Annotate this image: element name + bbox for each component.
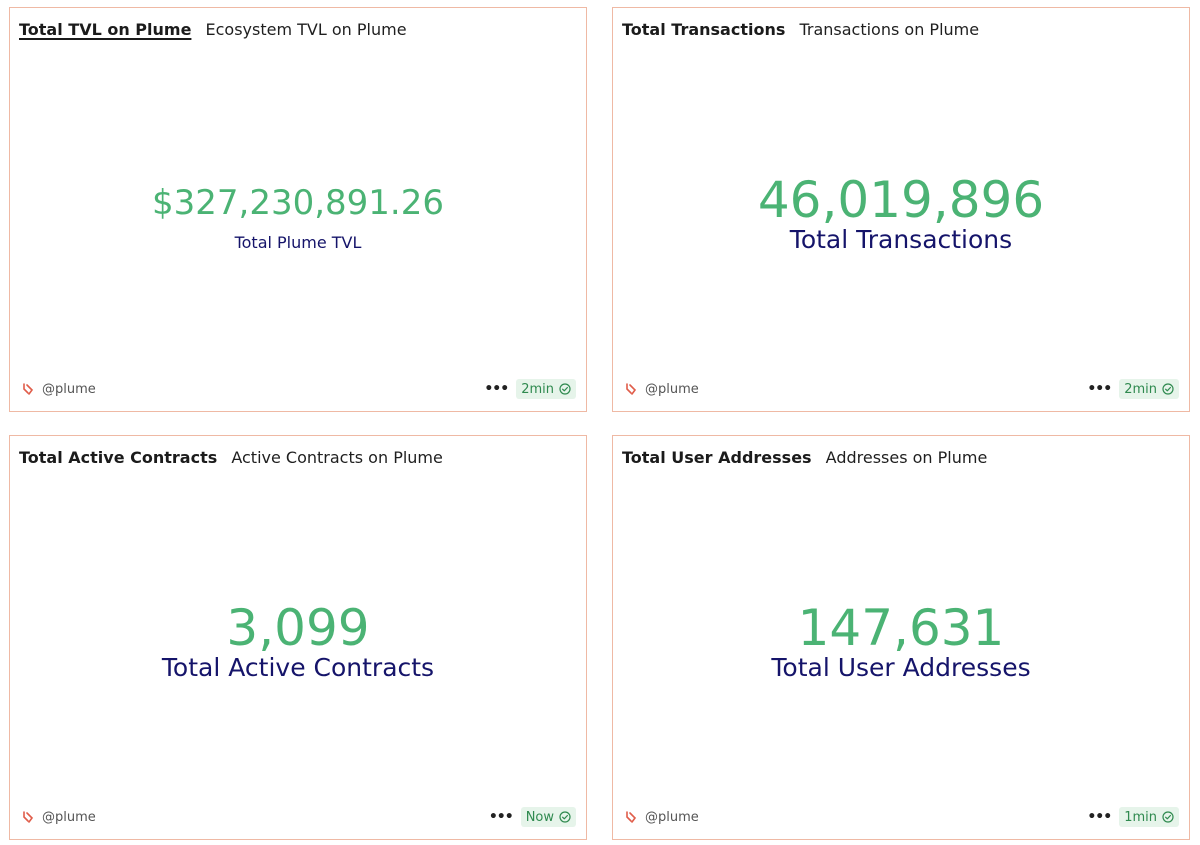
counter-label: Total Plume TVL: [234, 233, 362, 252]
footer-actions: ••• Now: [489, 806, 576, 828]
more-options-icon[interactable]: •••: [1087, 809, 1112, 825]
card-footer: @plume ••• 2min: [22, 378, 576, 400]
card-subtitle: Transactions on Plume: [799, 20, 980, 39]
more-options-icon[interactable]: •••: [1087, 381, 1112, 397]
counter-card-total-user-addresses: Total User Addresses Addresses on Plume …: [612, 435, 1190, 840]
counter-label: Total Active Contracts: [161, 653, 435, 682]
card-header: Total Active Contracts Active Contracts …: [19, 447, 574, 469]
card-subtitle: Addresses on Plume: [825, 448, 988, 467]
card-subtitle: Ecosystem TVL on Plume: [205, 20, 407, 39]
owner-link[interactable]: @plume: [22, 806, 96, 828]
counter-card-total-transactions: Total Transactions Transactions on Plume…: [612, 7, 1190, 412]
counter-value: 46,019,896: [757, 171, 1045, 229]
card-title-link[interactable]: Total TVL on Plume: [19, 20, 192, 39]
check-circle-icon: [559, 811, 571, 823]
owner-link[interactable]: @plume: [625, 806, 699, 828]
check-circle-icon: [1162, 811, 1174, 823]
dune-logo-icon: [23, 383, 34, 395]
card-title-link[interactable]: Total Transactions: [622, 20, 786, 39]
card-title-link[interactable]: Total Active Contracts: [19, 448, 218, 467]
more-options-icon[interactable]: •••: [484, 381, 509, 397]
counter-label: Total User Addresses: [771, 653, 1031, 682]
card-title-link[interactable]: Total User Addresses: [622, 448, 812, 467]
counter-display: 3,099 Total Active Contracts: [10, 598, 586, 683]
counter-label: Total Transactions: [789, 225, 1013, 254]
dune-logo-icon: [23, 811, 34, 823]
counter-display: 147,631 Total User Addresses: [613, 598, 1189, 683]
more-options-icon[interactable]: •••: [488, 809, 514, 825]
card-header: Total Transactions Transactions on Plume: [622, 19, 1177, 41]
card-subtitle: Active Contracts on Plume: [231, 448, 443, 467]
counter-card-total-tvl: Total TVL on Plume Ecosystem TVL on Plum…: [9, 7, 587, 412]
refresh-status-badge[interactable]: 2min: [1119, 379, 1179, 399]
footer-actions: ••• 2min: [1087, 378, 1179, 400]
counter-display: $327,230,891.26 Total Plume TVL: [10, 183, 586, 253]
refresh-time: 1min: [1124, 809, 1157, 825]
counter-value: $327,230,891.26: [151, 183, 444, 223]
refresh-status-badge[interactable]: Now: [520, 807, 576, 827]
card-footer: @plume ••• Now: [22, 806, 576, 828]
card-footer: @plume ••• 2min: [625, 378, 1179, 400]
card-header: Total TVL on Plume Ecosystem TVL on Plum…: [19, 19, 574, 41]
check-circle-icon: [559, 383, 571, 395]
owner-link[interactable]: @plume: [625, 378, 699, 400]
counter-value: 147,631: [797, 599, 1005, 657]
refresh-status-badge[interactable]: 2min: [516, 379, 576, 399]
owner-handle: @plume: [645, 381, 699, 397]
dune-logo-icon: [626, 811, 637, 823]
refresh-time: 2min: [521, 381, 554, 397]
counter-card-total-active-contracts: Total Active Contracts Active Contracts …: [9, 435, 587, 840]
owner-link[interactable]: @plume: [22, 378, 96, 400]
dune-logo-icon: [626, 383, 637, 395]
check-circle-icon: [1162, 383, 1174, 395]
owner-handle: @plume: [42, 809, 96, 825]
owner-handle: @plume: [645, 809, 699, 825]
counter-display: 46,019,896 Total Transactions: [613, 170, 1189, 255]
refresh-status-badge[interactable]: 1min: [1119, 807, 1179, 827]
footer-actions: ••• 1min: [1087, 806, 1179, 828]
counter-value: 3,099: [226, 599, 370, 657]
card-footer: @plume ••• 1min: [625, 806, 1179, 828]
refresh-time: 2min: [1124, 381, 1157, 397]
refresh-time: Now: [525, 809, 554, 825]
owner-handle: @plume: [42, 381, 96, 397]
footer-actions: ••• 2min: [484, 378, 576, 400]
card-header: Total User Addresses Addresses on Plume: [622, 447, 1177, 469]
